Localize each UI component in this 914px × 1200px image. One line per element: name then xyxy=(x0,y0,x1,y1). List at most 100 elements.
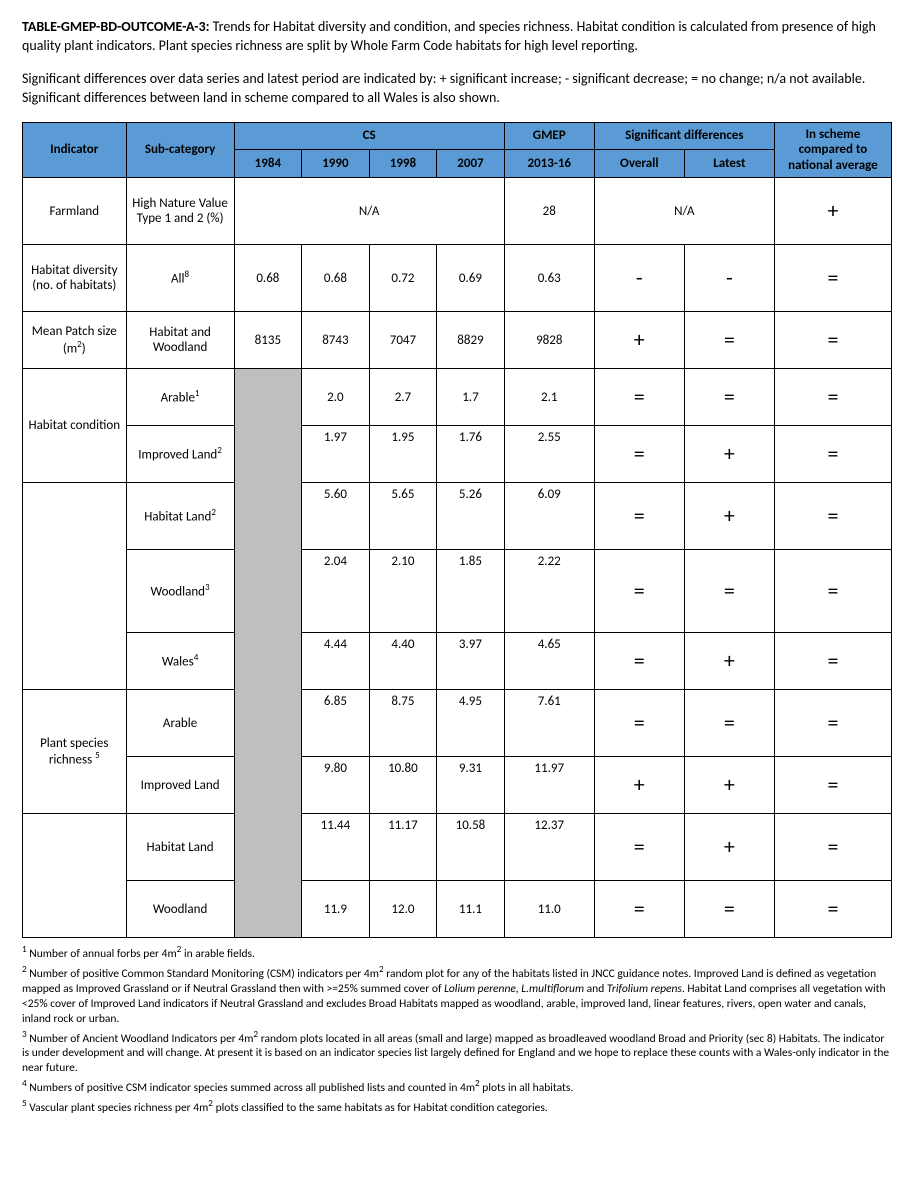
cell-1990: 11.44 xyxy=(302,814,370,881)
hdr-1998: 1998 xyxy=(369,150,437,178)
cell-1998: 7047 xyxy=(369,312,437,369)
cell-1990: 8743 xyxy=(302,312,370,369)
cell-1984: 8135 xyxy=(234,312,302,369)
cell-indicator-habitat-condition: Habitat condition xyxy=(23,369,127,483)
cell-1998: 1.95 xyxy=(369,426,437,483)
cell-subcat: Arable1 xyxy=(126,369,234,426)
cell-indicator: Farmland xyxy=(23,178,127,245)
hdr-2007: 2007 xyxy=(437,150,505,178)
cell-subcat: All8 xyxy=(126,245,234,312)
data-table: Indicator Sub-category CS GMEP Significa… xyxy=(22,122,892,939)
cell-overall: = xyxy=(594,814,684,881)
footnote-3: 3 Number of Ancient Woodland Indicators … xyxy=(22,1029,892,1077)
cell-1990: 2.0 xyxy=(302,369,370,426)
row-ps-arable: Plant species richness 5 Arable 6.85 8.7… xyxy=(23,690,892,757)
cell-latest: + xyxy=(684,633,774,690)
cell-overall: = xyxy=(594,690,684,757)
cell-latest: + xyxy=(684,483,774,550)
footnotes: 1 Number of annual forbs per 4m2 in arab… xyxy=(22,944,892,1116)
cell-1990: 5.60 xyxy=(302,483,370,550)
hdr-2013: 2013-16 xyxy=(504,150,594,178)
hdr-latest: Latest xyxy=(684,150,774,178)
cell-gmep: 7.61 xyxy=(504,690,594,757)
hdr-sigdiff: Significant differences xyxy=(594,122,774,150)
cell-gmep: 6.09 xyxy=(504,483,594,550)
row-ps-woodland: Woodland 11.9 12.0 11.1 11.0 = = = xyxy=(23,881,892,938)
cell-1998: 0.72 xyxy=(369,245,437,312)
cell-indicator: Habitat diversity (no. of habitats) xyxy=(23,245,127,312)
cell-1998: 11.17 xyxy=(369,814,437,881)
cell-subcat: Improved Land xyxy=(126,757,234,814)
cell-2007: 11.1 xyxy=(437,881,505,938)
cell-gmep: 0.63 xyxy=(504,245,594,312)
cell-2007: 5.26 xyxy=(437,483,505,550)
table-id: TABLE-GMEP-BD-OUTCOME-A-3: xyxy=(22,18,210,35)
cell-2007: 9.31 xyxy=(437,757,505,814)
cell-subcat: Woodland3 xyxy=(126,550,234,633)
cell-gmep: 9828 xyxy=(504,312,594,369)
cell-overall: + xyxy=(594,312,684,369)
cell-overall: = xyxy=(594,633,684,690)
row-ps-habland: Habitat Land 11.44 11.17 10.58 12.37 = +… xyxy=(23,814,892,881)
cell-cs-na: N/A xyxy=(234,178,504,245)
cell-indicator-psr: Plant species richness 5 xyxy=(23,690,127,814)
cell-scheme: + xyxy=(774,178,891,245)
cell-1998: 8.75 xyxy=(369,690,437,757)
cell-2007: 8829 xyxy=(437,312,505,369)
cell-gmep: 4.65 xyxy=(504,633,594,690)
hdr-cs: CS xyxy=(234,122,504,150)
cell-subcat: Improved Land2 xyxy=(126,426,234,483)
cell-sig-na: N/A xyxy=(594,178,774,245)
cell-gmep: 2.1 xyxy=(504,369,594,426)
cell-2007: 1.7 xyxy=(437,369,505,426)
cell-1990: 6.85 xyxy=(302,690,370,757)
cell-1990: 9.80 xyxy=(302,757,370,814)
cell-1998: 5.65 xyxy=(369,483,437,550)
cell-scheme: = xyxy=(774,245,891,312)
cell-1990: 2.04 xyxy=(302,550,370,633)
hdr-gmep: GMEP xyxy=(504,122,594,150)
cell-subcat: Habitat Land xyxy=(126,814,234,881)
cell-scheme: = xyxy=(774,312,891,369)
cell-overall: = xyxy=(594,483,684,550)
cell-gmep: 11.97 xyxy=(504,757,594,814)
cell-1990: 11.9 xyxy=(302,881,370,938)
cell-scheme: = xyxy=(774,426,891,483)
cell-scheme: = xyxy=(774,881,891,938)
cell-scheme: = xyxy=(774,633,891,690)
row-farmland: Farmland High Nature Value Type 1 and 2 … xyxy=(23,178,892,245)
cell-1990: 4.44 xyxy=(302,633,370,690)
row-ps-improved: Improved Land 9.80 10.80 9.31 11.97 + + … xyxy=(23,757,892,814)
hdr-indicator: Indicator xyxy=(23,122,127,178)
cell-scheme: = xyxy=(774,757,891,814)
cell-subcat: Woodland xyxy=(126,881,234,938)
hdr-1990: 1990 xyxy=(302,150,370,178)
cell-subcat: Arable xyxy=(126,690,234,757)
cell-indicator-blank xyxy=(23,814,127,938)
cell-latest: - xyxy=(684,245,774,312)
hdr-scheme: In scheme compared to national average xyxy=(774,122,891,178)
cell-indicator-blank xyxy=(23,483,127,690)
cell-gmep: 28 xyxy=(504,178,594,245)
hdr-subcategory: Sub-category xyxy=(126,122,234,178)
cell-2007: 4.95 xyxy=(437,690,505,757)
cell-overall: - xyxy=(594,245,684,312)
cell-2007: 1.85 xyxy=(437,550,505,633)
footnote-1: 1 Number of annual forbs per 4m2 in arab… xyxy=(22,944,892,962)
cell-latest: = xyxy=(684,881,774,938)
cell-2007: 10.58 xyxy=(437,814,505,881)
cell-latest: = xyxy=(684,312,774,369)
cell-overall: = xyxy=(594,550,684,633)
cell-gmep: 12.37 xyxy=(504,814,594,881)
cell-overall: = xyxy=(594,881,684,938)
cell-indicator: Mean Patch size (m2) xyxy=(23,312,127,369)
row-mean-patch: Mean Patch size (m2) Habitat and Woodlan… xyxy=(23,312,892,369)
cell-1998: 4.40 xyxy=(369,633,437,690)
cell-overall: = xyxy=(594,426,684,483)
row-hc-improved: Improved Land2 1.97 1.95 1.76 2.55 = + = xyxy=(23,426,892,483)
cell-overall: = xyxy=(594,369,684,426)
header-row-1: Indicator Sub-category CS GMEP Significa… xyxy=(23,122,892,150)
cell-scheme: = xyxy=(774,550,891,633)
cell-1998: 10.80 xyxy=(369,757,437,814)
cell-gmep: 2.55 xyxy=(504,426,594,483)
